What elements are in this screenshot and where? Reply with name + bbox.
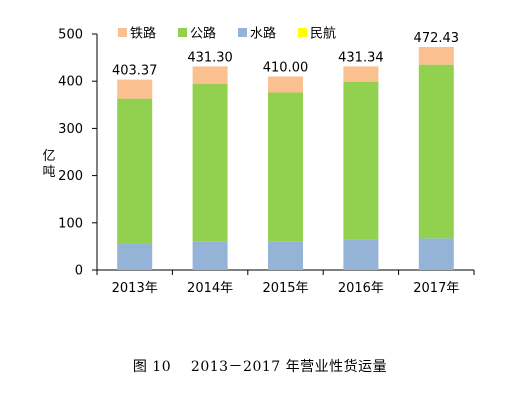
legend-label: 水路 [250, 26, 276, 42]
y-axis-unit-char: 吨 [42, 165, 55, 180]
chart-axes [92, 33, 475, 275]
y-tick-label: 400 [58, 75, 83, 90]
bar-total-label: 410.00 [263, 60, 309, 75]
bar-segment-公路 [192, 84, 228, 242]
y-tick-label: 100 [58, 216, 83, 231]
bar-total-labels: 403.37 431.30 410.00 431.34 472.43 [112, 31, 459, 79]
legend-label: 公路 [190, 26, 216, 42]
bar-segment-铁路 [192, 66, 228, 85]
y-axis-labels: 0 100 200 300 400 500 [58, 28, 83, 279]
x-tick-label: 2013年 [112, 281, 158, 296]
bar-total-label: 431.34 [338, 50, 384, 65]
bar-segment-铁路 [343, 66, 379, 82]
bar-series [117, 47, 454, 270]
bar-chart: 铁路 公路 水路 民航 亿吨 403.37 431.30 410.00 431.34 472.… [42, 26, 475, 296]
x-tick-label: 2015年 [262, 281, 308, 296]
bar-segment-公路 [268, 92, 303, 242]
y-tick-label: 300 [58, 122, 83, 137]
bar-segment-水路 [343, 239, 379, 270]
x-tick-label: 2014年 [187, 281, 233, 296]
legend-swatch-铁路 [118, 28, 127, 37]
figure-caption: 图 10 2013－2017 年营业性货运量 [132, 359, 388, 375]
y-tick-label: 200 [58, 169, 83, 184]
bar-segment-水路 [268, 241, 303, 270]
bar-segment-水路 [192, 241, 228, 270]
bar-total-label: 403.37 [112, 64, 158, 79]
bar-segment-水路 [117, 243, 153, 270]
x-tick-label: 2017年 [413, 281, 459, 296]
y-tick-label: 500 [58, 28, 83, 43]
y-tick-label: 0 [75, 264, 83, 279]
bar-segment-铁路 [117, 79, 153, 99]
bar-segment-公路 [117, 98, 153, 244]
x-tick-label: 2016年 [338, 281, 384, 296]
bar-total-label: 472.43 [414, 31, 460, 46]
y-axis-unit: 亿吨 [42, 149, 55, 180]
bar-total-label: 431.30 [187, 50, 233, 65]
x-axis-labels: 2013年 2014年 2015年 2016年 2017年 [112, 281, 460, 296]
legend-label: 铁路 [130, 26, 156, 42]
chart-legend: 铁路 公路 水路 民航 [118, 26, 336, 42]
bar-segment-公路 [343, 81, 379, 240]
y-axis-unit-char: 亿 [42, 149, 55, 164]
bar-segment-铁路 [418, 47, 454, 65]
bar-segment-水路 [418, 238, 454, 270]
legend-swatch-民航 [298, 28, 307, 37]
bar-segment-公路 [418, 64, 454, 239]
legend-swatch-水路 [238, 28, 247, 37]
legend-swatch-公路 [178, 28, 187, 37]
bar-segment-铁路 [268, 76, 303, 93]
legend-label: 民航 [310, 26, 336, 42]
